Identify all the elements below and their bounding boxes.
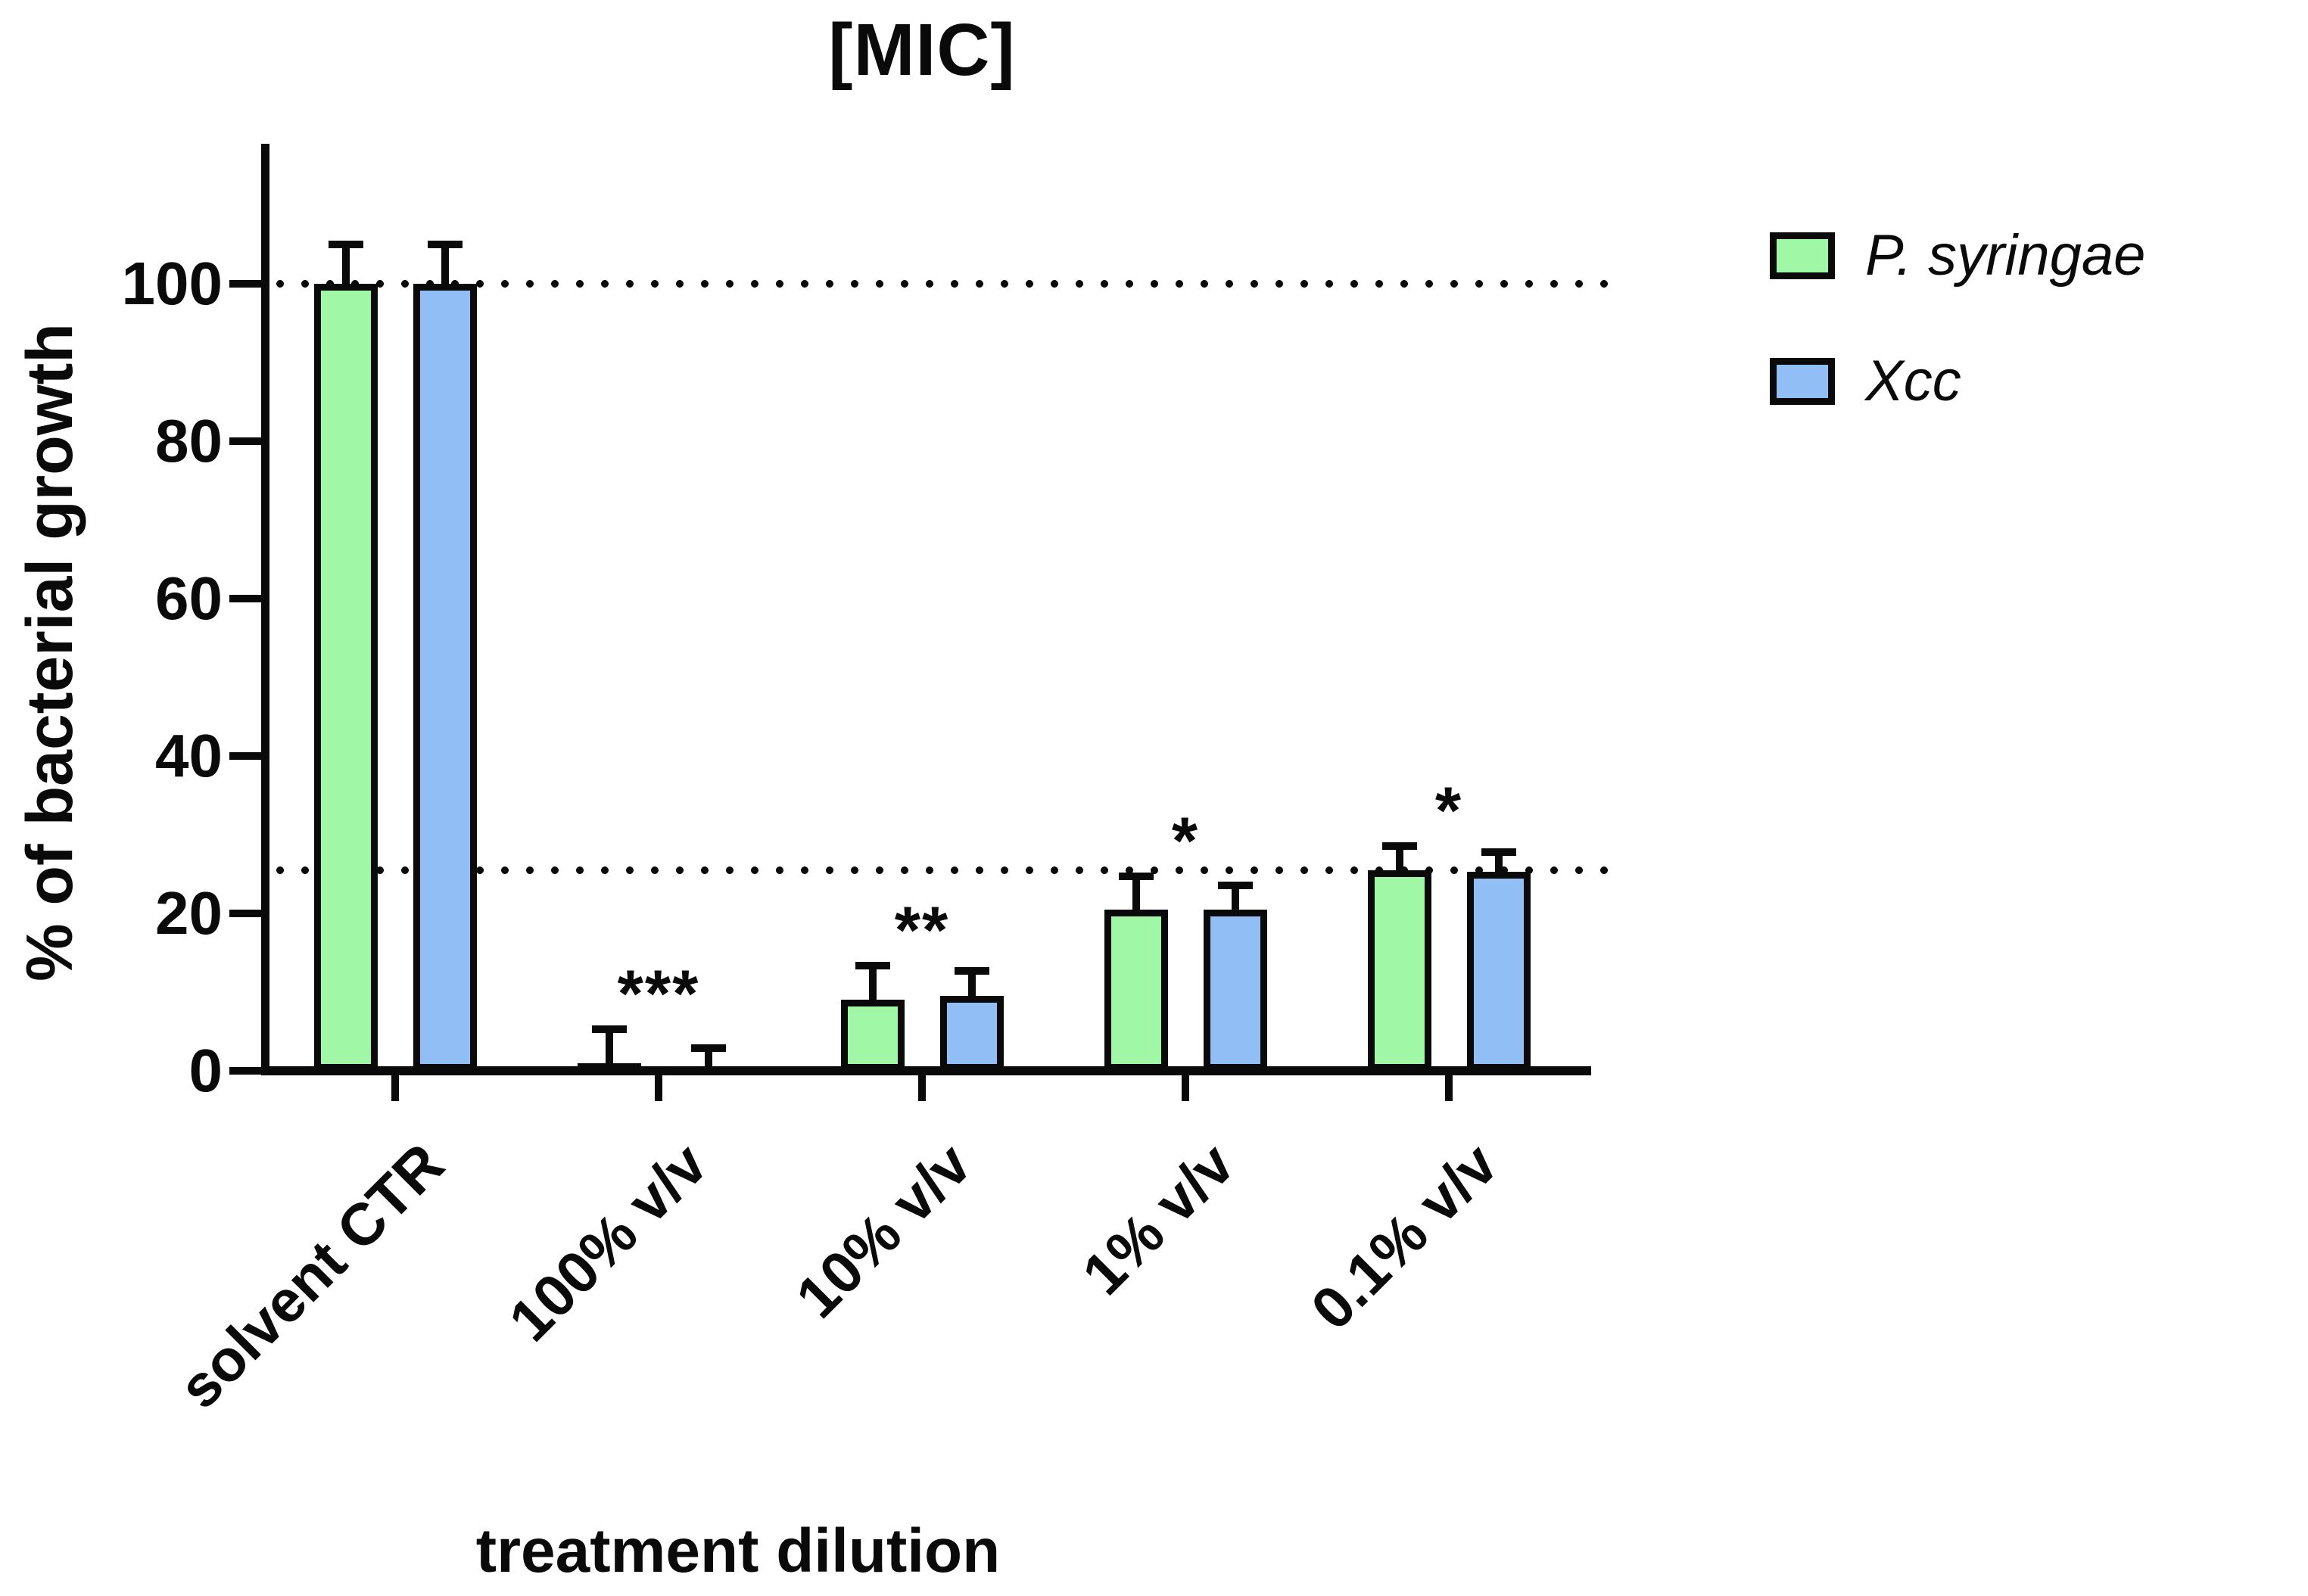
error-bar-p-syringae-solvent-ctr (341, 240, 350, 291)
error-bar-xcc-10-v-v (967, 966, 976, 1003)
x-tick-solvent-ctr (391, 1075, 399, 1101)
y-tick-60 (229, 595, 265, 602)
x-tick-100-v-v (655, 1075, 662, 1101)
error-bar-p-syringae-0-1-v-v (1395, 842, 1403, 877)
x-axis-title: treatment dilution (475, 1517, 1001, 1585)
y-tick-label-40: 40 (155, 722, 223, 789)
error-bar-p-syringae-100-v-v (605, 1025, 613, 1071)
legend-item-p-syringae: P. syringae (1770, 224, 2145, 288)
error-bar-p-syringae-1-v-v (1132, 872, 1140, 916)
legend-item-xcc: Xcc (1770, 350, 2145, 413)
x-tick-10-v-v (918, 1075, 926, 1101)
bar-p-syringae-1-v-v (1104, 909, 1168, 1071)
legend-label-p-syringae: P. syringae (1865, 223, 2146, 288)
error-bar-xcc-100-v-v (704, 1044, 712, 1071)
error-bar-xcc-0-1-v-v (1494, 848, 1503, 879)
error-cap-xcc-0-1-v-v (1481, 848, 1516, 856)
significance-marker-100-v-v: *** (617, 955, 700, 1031)
error-cap-xcc-solvent-ctr (427, 240, 463, 248)
x-axis-line (261, 1066, 1591, 1075)
legend-label-xcc: Xcc (1865, 349, 1961, 413)
error-cap-p-syringae-10-v-v (855, 962, 890, 970)
y-axis-line (261, 144, 269, 1075)
bar-xcc-10-v-v (939, 996, 1004, 1071)
y-tick-100 (229, 280, 265, 288)
bar-p-syringae-10-v-v (840, 1000, 905, 1071)
legend-swatch-xcc (1770, 358, 1835, 405)
bar-xcc-solvent-ctr (413, 284, 477, 1071)
error-cap-xcc-1-v-v (1217, 882, 1253, 890)
bar-p-syringae-solvent-ctr (313, 284, 378, 1071)
x-category-label-10-v-v: 10% v/v (783, 1130, 983, 1331)
legend-swatch-p-syringae (1770, 232, 1835, 279)
bar-xcc-1-v-v (1203, 909, 1267, 1071)
significance-marker-0-1-v-v: * (1434, 773, 1463, 848)
x-category-label-1-v-v: 1% v/v (1069, 1130, 1247, 1308)
x-category-label-solvent-ctr: solvent CTR (165, 1130, 456, 1421)
reference-dotted-line-1 (276, 280, 1620, 288)
y-tick-label-80: 80 (155, 407, 223, 474)
bar-p-syringae-0-1-v-v (1367, 870, 1431, 1071)
bar-xcc-0-1-v-v (1466, 871, 1531, 1071)
error-bar-xcc-1-v-v (1231, 882, 1239, 916)
error-cap-p-syringae-100-v-v (591, 1025, 627, 1033)
reference-dotted-line-2 (276, 866, 1620, 874)
error-bar-p-syringae-10-v-v (868, 962, 877, 1007)
y-tick-label-60: 60 (155, 565, 223, 632)
error-cap-p-syringae-solvent-ctr (328, 240, 363, 248)
legend: P. syringae Xcc (1770, 224, 2145, 413)
y-tick-label-20: 20 (155, 879, 223, 947)
x-tick-0-1-v-v (1445, 1075, 1453, 1101)
error-cap-xcc-100-v-v (690, 1044, 726, 1052)
y-tick-40 (229, 752, 265, 760)
significance-marker-10-v-v: ** (894, 892, 950, 968)
y-tick-0 (229, 1067, 265, 1075)
error-cap-p-syringae-0-1-v-v (1381, 842, 1417, 851)
x-category-label-100-v-v: 100% v/v (496, 1130, 720, 1355)
y-tick-80 (229, 437, 265, 445)
x-tick-1-v-v (1182, 1075, 1189, 1101)
chart-title: [MIC] (828, 8, 1016, 91)
y-tick-label-100: 100 (121, 250, 223, 317)
y-tick-20 (229, 910, 265, 917)
error-cap-p-syringae-1-v-v (1118, 872, 1154, 880)
y-tick-label-0: 0 (188, 1037, 223, 1104)
significance-marker-1-v-v: * (1171, 802, 1200, 878)
error-cap-xcc-10-v-v (954, 966, 989, 975)
error-bar-xcc-solvent-ctr (441, 240, 449, 291)
x-category-label-0-1-v-v: 0.1% v/v (1297, 1130, 1510, 1342)
